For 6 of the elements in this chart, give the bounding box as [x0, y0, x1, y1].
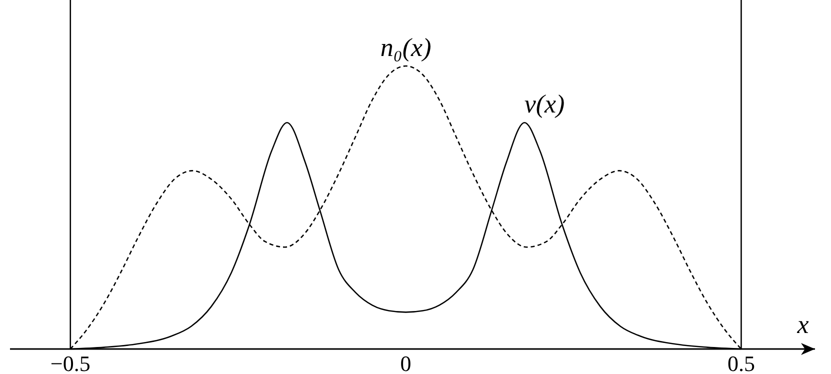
x-tick-label: 0.5	[727, 351, 755, 374]
x-axis-title: x	[796, 310, 810, 339]
x-tick-label: 0	[400, 351, 412, 374]
series-label: n₀(x)	[380, 33, 432, 62]
series-label: v(x)	[524, 90, 565, 119]
x-tick-label: −0.5	[50, 351, 90, 374]
